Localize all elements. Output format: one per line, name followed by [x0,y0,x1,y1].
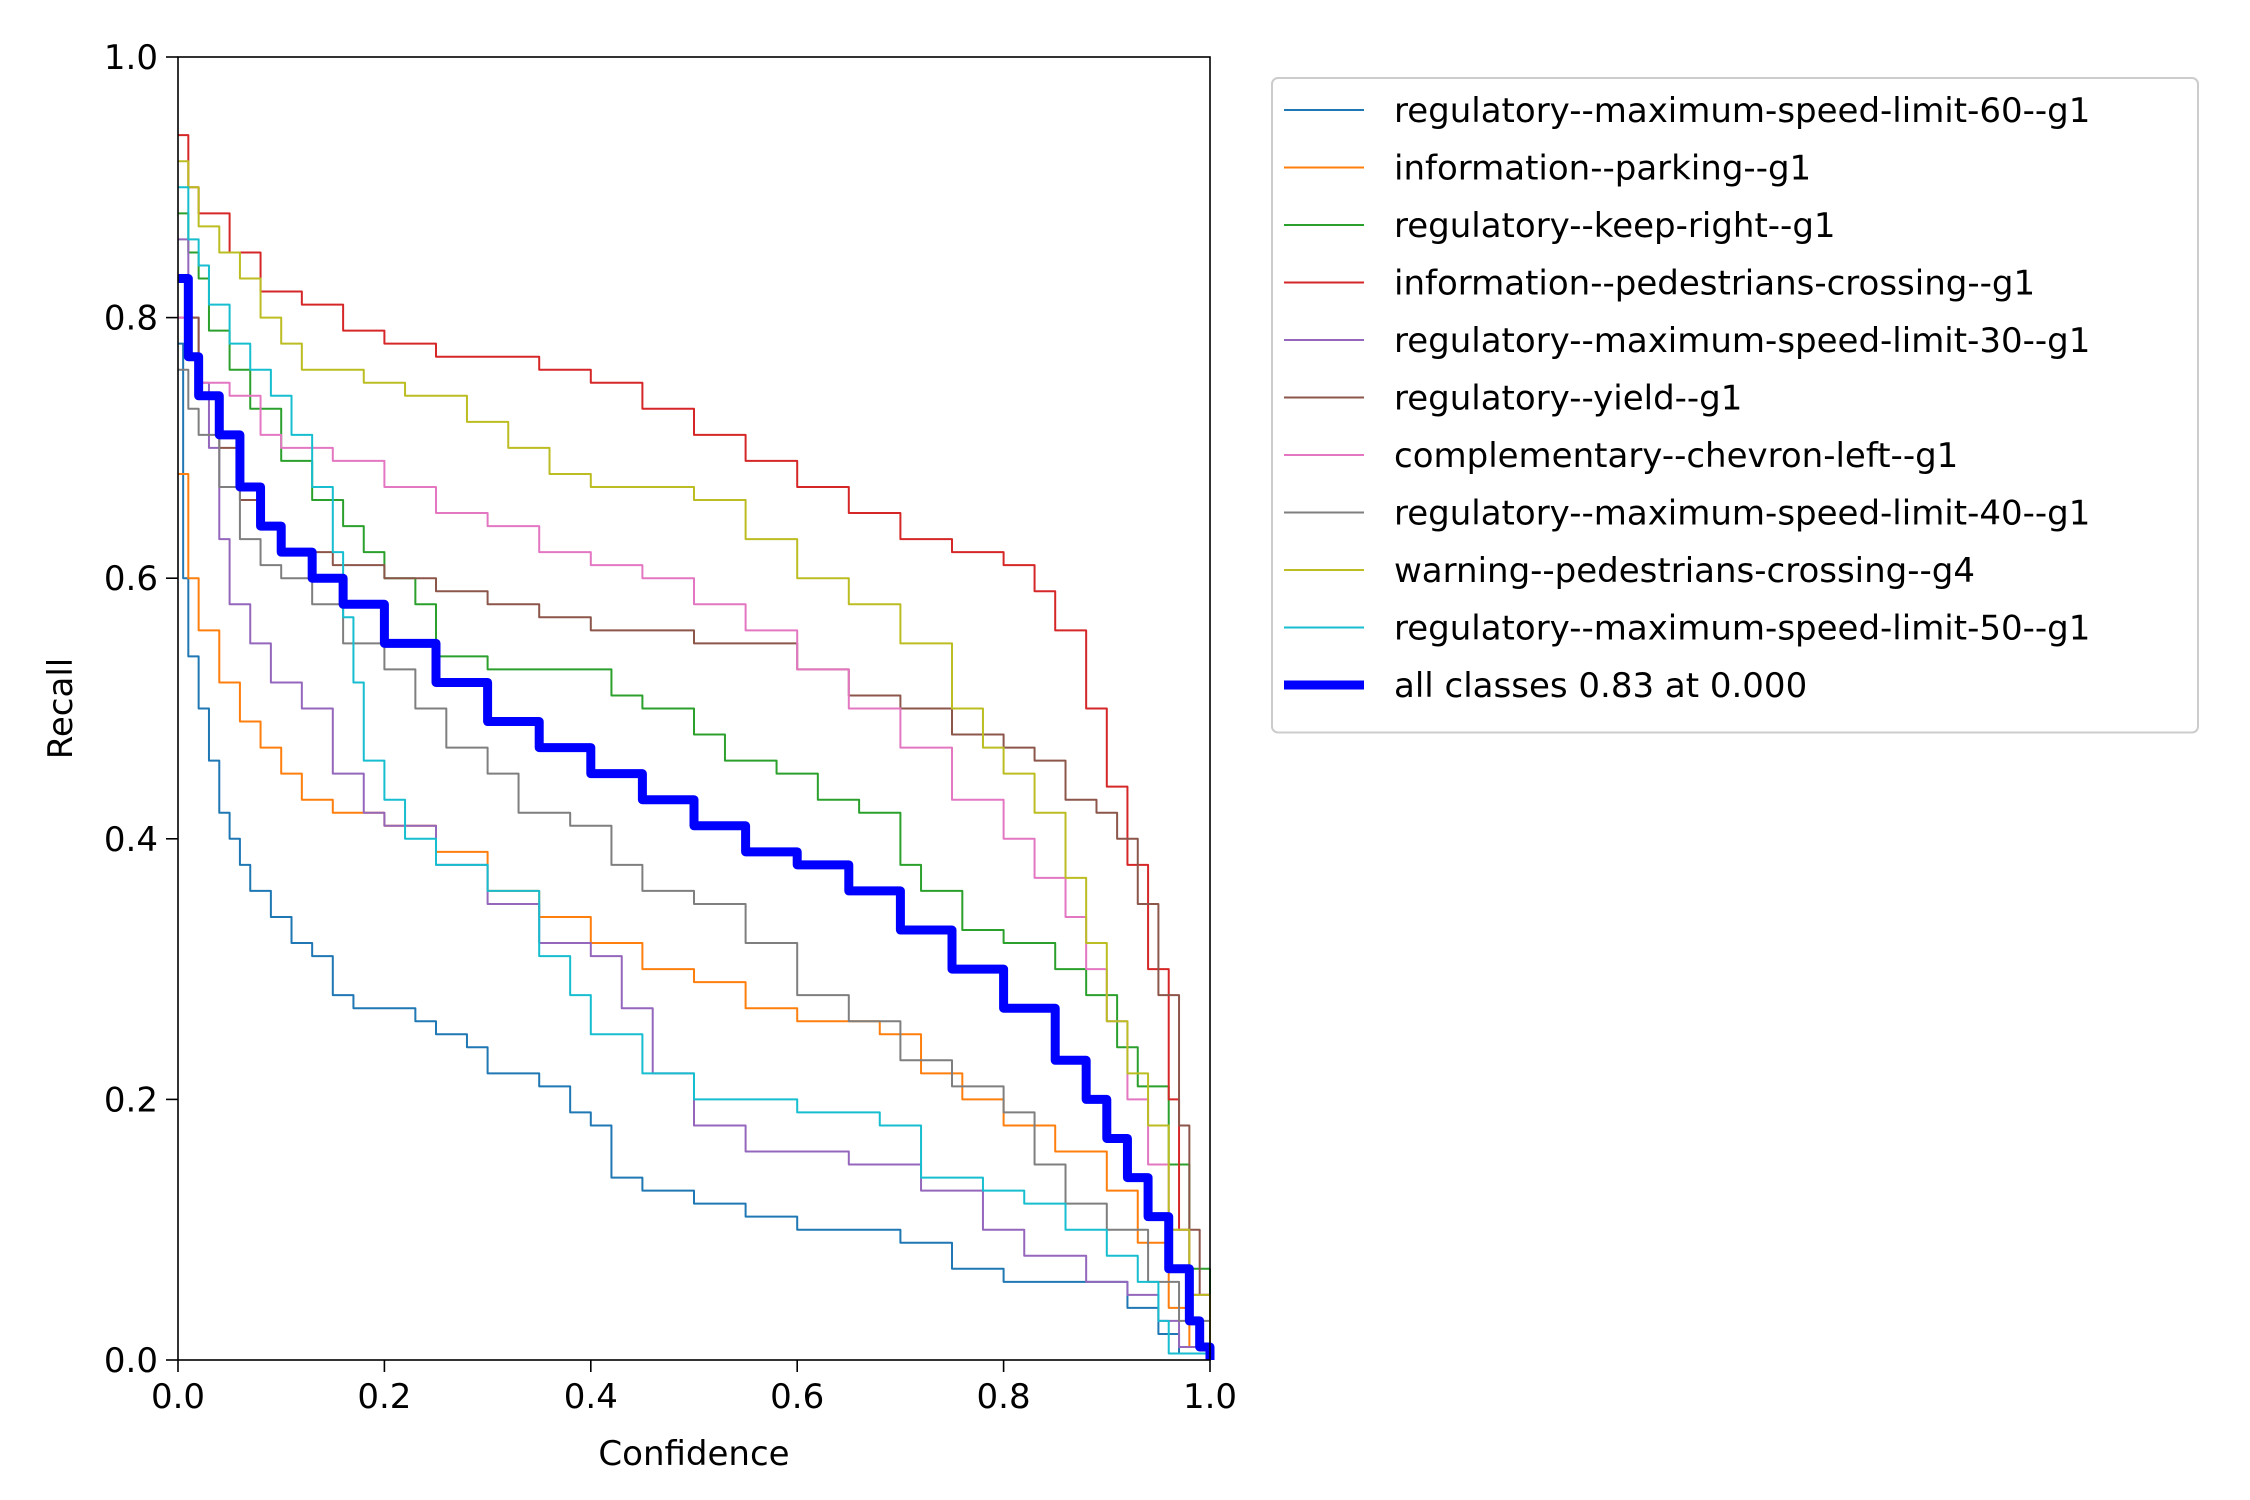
plot-area-frame [177,56,1211,1361]
legend-entry-label: regulatory--maximum-speed-limit-50--g1 [1394,609,2090,649]
legend: regulatory--maximum-speed-limit-60--g1 in… [1271,77,2199,734]
legend-entry-label: complementary--chevron-left--g1 [1394,436,1958,476]
y-tick-label: 0.8 [104,299,158,339]
y-tick-label: 1.0 [104,38,158,78]
x-tick-label: 0.2 [357,1377,411,1417]
x-tick-label: 1.0 [1183,1377,1237,1417]
y-axis-label: Recall [41,658,81,759]
legend-entry-label: regulatory--yield--g1 [1394,379,1742,419]
x-tick-label: 0.0 [151,1377,205,1417]
x-tick-label: 0.6 [770,1377,824,1417]
legend-entry-label: regulatory--keep-right--g1 [1394,206,1836,246]
legend-entry-label: regulatory--maximum-speed-limit-30--g1 [1394,321,2090,361]
legend-entry-label: information--pedestrians-crossing--g1 [1394,264,2035,304]
series-line-2 [178,212,1211,1360]
series-line-10 [178,274,1215,1360]
x-axis-ticks: 0.0 0.2 0.4 0.6 0.8 1.0 [151,1360,1237,1417]
x-tick-label: 0.4 [564,1377,618,1417]
legend-frame [1271,77,2199,734]
y-tick-label: 0.4 [104,820,158,860]
x-axis-label: Confidence [598,1434,789,1474]
y-tick-label: 0.2 [104,1080,158,1120]
series-line-1 [178,472,1211,1360]
series-line-7 [178,368,1211,1360]
series-line-0 [178,342,1211,1360]
series-lines [178,134,1215,1360]
legend-entry-label: regulatory--maximum-speed-limit-40--g1 [1394,494,2090,534]
x-tick-label: 0.8 [977,1377,1031,1417]
legend-entry-label: regulatory--maximum-speed-limit-60--g1 [1394,91,2090,131]
series-line-8 [178,160,1211,1360]
legend-entry-label: warning--pedestrians-crossing--g4 [1394,551,1975,591]
legend-entry-label: all classes 0.83 at 0.000 [1394,666,1807,706]
y-tick-label: 0.0 [104,1341,158,1381]
y-tick-label: 0.6 [104,559,158,599]
series-line-9 [178,186,1211,1360]
legend-entry-label: information--parking--g1 [1394,149,1811,189]
y-axis-ticks: 0.0 0.2 0.4 0.6 0.8 1.0 [104,38,178,1381]
